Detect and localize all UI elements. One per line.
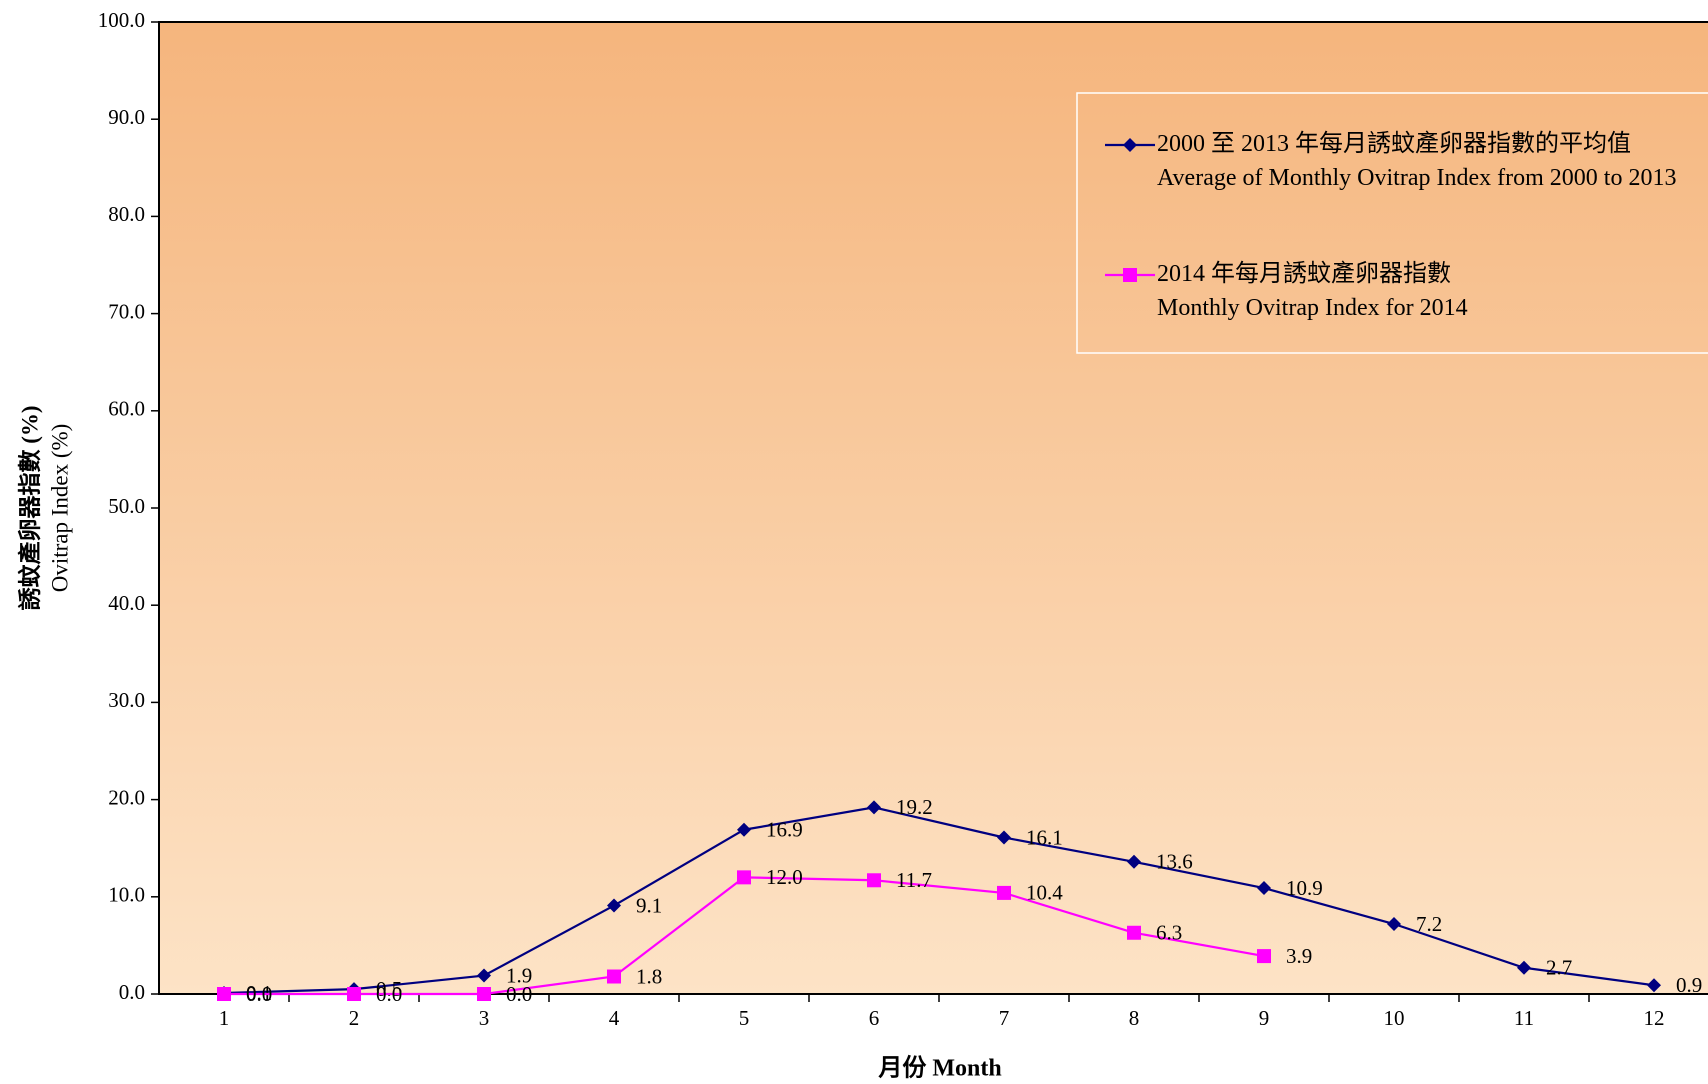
y-tick-label: 20.0 [108,785,145,809]
y-tick-label: 90.0 [108,105,145,129]
legend-label: 2014 年每月誘蚊產卵器指數 Monthly Ovitrap Index fo… [1157,261,1468,321]
y-tick-label: 70.0 [108,299,145,323]
data-label: 11.7 [896,868,932,892]
x-tick-label: 10 [1384,1006,1405,1030]
legend-box [1076,92,1708,354]
x-tick-label: 11 [1514,1006,1534,1030]
marker [867,873,881,888]
data-label: 12.0 [766,865,803,889]
marker [347,987,361,1001]
data-label: 0.5 [376,977,402,1001]
data-label: 0.0 [506,982,532,1006]
x-tick-label: 6 [869,1006,880,1030]
legend-marker [1123,138,1137,152]
y-tick-label: 60.0 [108,397,145,421]
y-tick-label: 30.0 [108,688,145,712]
x-axis-title: 月份 Month [877,1055,1001,1082]
marker [607,969,621,984]
legend-marker [1123,268,1137,282]
data-label: 2.7 [1546,956,1572,980]
data-label: 16.1 [1026,825,1063,849]
marker [997,830,1011,845]
data-label: 9.1 [636,893,662,917]
data-label: 1.8 [636,964,662,988]
x-tick-label: 2 [349,1006,360,1030]
data-label: 0.0 [376,982,402,1006]
marker [997,885,1011,900]
data-label: 13.6 [1156,850,1193,874]
data-label: 3.9 [1286,944,1312,968]
x-tick-label: 4 [609,1006,620,1030]
y-tick-label: 40.0 [108,591,145,615]
legend-entry: 2000 至 2013 年每月誘蚊產卵器指數的平均值 Average of Mo… [1157,131,1677,191]
data-label: 0.9 [1676,973,1702,997]
y-tick-label: 10.0 [108,883,145,907]
x-tick-label: 12 [1644,1006,1665,1030]
data-label: 0.0 [246,982,272,1006]
x-tick-label: 3 [479,1006,490,1030]
x-tick-label: 5 [739,1006,750,1030]
y-tick-label: 80.0 [108,202,145,226]
marker [477,968,491,983]
data-label: 10.9 [1286,876,1323,900]
marker [737,870,751,885]
marker [1257,949,1271,964]
data-label: 6.3 [1156,921,1182,945]
x-tick-label: 8 [1129,1006,1140,1030]
y-tick-label: 100.0 [98,8,145,32]
legend-label: 2000 至 2013 年每月誘蚊產卵器指數的平均值 Average of Mo… [1157,131,1677,191]
data-label: 10.4 [1026,881,1063,905]
plot-area [158,21,1708,995]
data-label: 7.2 [1416,912,1442,936]
x-tick-label: 1 [219,1006,230,1030]
marker [737,822,751,837]
y-tick-label: 50.0 [108,494,145,518]
y-tick-label: 0.0 [119,980,145,1004]
data-label: 16.9 [766,818,803,842]
data-label: 19.2 [896,795,933,819]
x-tick-label: 7 [999,1006,1010,1030]
marker [217,987,231,1001]
marker [867,800,881,815]
marker [1257,881,1271,896]
marker [1647,978,1661,993]
marker [1127,925,1141,940]
marker [477,987,491,1001]
x-tick-label: 9 [1259,1006,1270,1030]
legend-entry: 2014 年每月誘蚊產卵器指數 Monthly Ovitrap Index fo… [1157,261,1468,321]
data-label: 0.1 [246,981,272,1005]
marker [1387,917,1401,932]
marker [607,898,621,913]
y-axis-title: Ovitrap Index (%) [47,424,72,593]
marker [1517,960,1531,975]
y-axis-title: 誘蚊產卵器指數 (%) [16,405,42,610]
data-label: 1.9 [506,963,532,987]
marker [1127,854,1141,869]
series-line [223,806,1655,995]
